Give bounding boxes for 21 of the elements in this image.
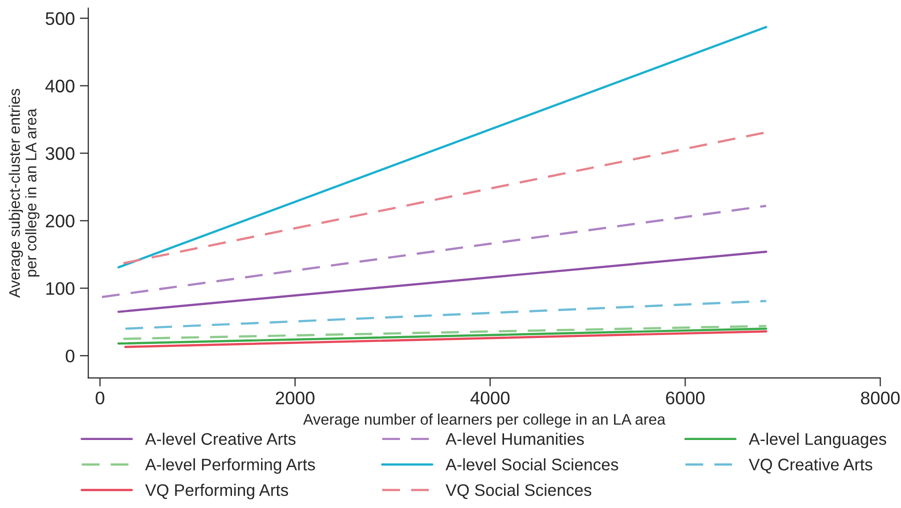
y-tick-label: 400 [45,80,74,92]
legend-label: A-level Social Sciences [446,458,618,470]
y-tick-label: 0 [66,350,74,362]
y-tick-label: 100 [46,282,74,295]
legend-label: A-level Performing Arts [145,458,315,474]
legend-label: A-level Languages [748,432,886,448]
legend-label: VQ Creative Arts [748,458,872,474]
legend-label: VQ Performing Arts [145,484,288,500]
y-axis-title: Average subject-cluster entries per college in an LA area [8,88,40,298]
legend-label: VQ Social Sciences [446,484,592,499]
x-tick-label: 4000 [470,392,510,404]
legend-label: A-level Creative Arts [145,432,296,445]
x-axis-title: Average number of learners per college in an LA area [303,414,666,428]
y-tick-label: 500 [46,12,74,25]
x-tick-label: 6000 [666,392,705,404]
x-tick-label: 2000 [276,392,314,404]
x-tick-label: 0 [96,392,104,404]
x-tick-label: 8000 [860,392,900,404]
legend-label: A-level Humanities [446,432,584,445]
y-tick-label: 200 [46,214,74,228]
y-tick-label: 300 [46,147,74,160]
